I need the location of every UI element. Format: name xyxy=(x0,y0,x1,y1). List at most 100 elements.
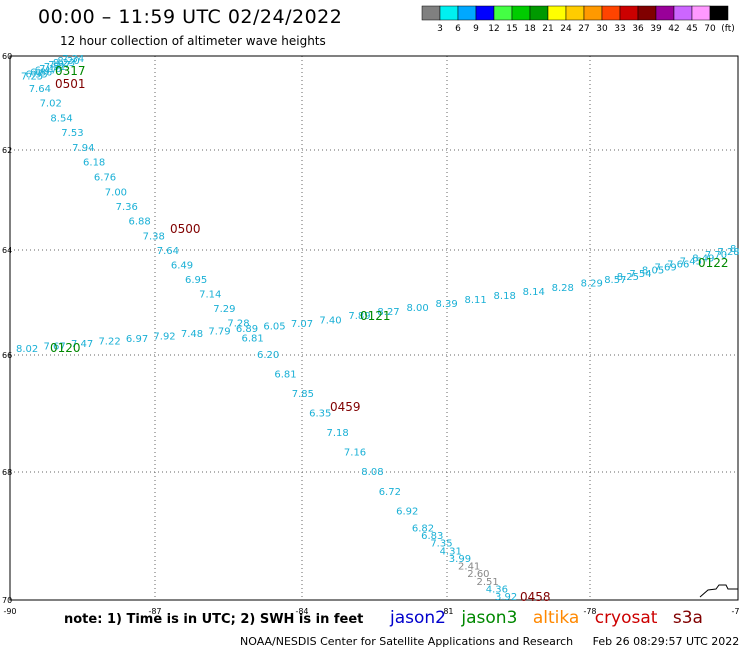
scale-label: 30 xyxy=(596,24,608,34)
wave-height-ascending: 7.92 xyxy=(153,331,175,342)
wave-height-descending: 7.53 xyxy=(61,128,83,139)
map-grid xyxy=(10,56,738,600)
wave-height-descending: 7.64 xyxy=(29,84,51,95)
satellite-s3a: s3a xyxy=(672,608,703,628)
scale-label: 45 xyxy=(686,24,697,34)
wave-height-descending: 6.81 xyxy=(242,333,264,344)
scale-label: 42 xyxy=(668,24,679,34)
scale-label: 70 xyxy=(704,24,716,34)
wave-height-ascending: 7.07 xyxy=(291,319,313,330)
wave-height-ascending: 8.05 xyxy=(642,266,664,277)
wave-height-descending: 6.86 xyxy=(30,68,52,79)
scale-label: 12 xyxy=(488,24,499,34)
scale-swatch xyxy=(691,5,711,21)
scale-label: 18 xyxy=(524,24,536,34)
lon-tick-label: -87 xyxy=(148,607,161,616)
wave-height-descending: 6.72 xyxy=(379,487,401,498)
lon-tick-label: -90 xyxy=(3,607,16,616)
scale-label: 24 xyxy=(560,24,572,34)
wave-height-descending: 7.34 xyxy=(62,54,84,65)
wave-height-ascending: 7.70 xyxy=(705,250,727,261)
color-scale-legend: 3 6 9 12 15 18 21 24 27 30 33 36 39 42 45 70 (ft) xyxy=(421,5,735,34)
scale-label: 9 xyxy=(473,24,479,34)
satellite-jason2: jason2 xyxy=(390,608,446,628)
wave-height-descending: 3.92 xyxy=(495,592,517,603)
scale-swatch xyxy=(655,5,675,21)
scale-swatch xyxy=(583,5,603,21)
wave-height-descending: 7.51 xyxy=(44,62,66,73)
lon-tick-label: -81 xyxy=(440,607,453,616)
wave-height-ascending: 7.47 xyxy=(71,339,93,350)
wave-height-descending: 8.08 xyxy=(361,467,383,478)
wave-height-ascending: 8.28 xyxy=(552,283,574,294)
scale-swatch xyxy=(475,5,495,21)
wave-height-descending: 8.20 xyxy=(57,56,79,67)
satellite-cryosat: cryosat xyxy=(594,608,658,628)
footer: NOAA/NESDIS Center for Satellite Applica… xyxy=(240,635,739,648)
lon-tick-label: -75 xyxy=(731,607,740,616)
wave-height-descending: 7.18 xyxy=(327,428,349,439)
scale-swatch xyxy=(565,5,585,21)
wave-height-descending: 7.14 xyxy=(199,290,221,301)
wave-height-descending: 6.83 xyxy=(421,531,443,542)
pass-time-label: 0317 xyxy=(55,64,86,78)
scale-label: (ft) xyxy=(721,24,735,34)
pass-time-label: 0120 xyxy=(50,341,81,355)
wave-height-ascending: 8.00 xyxy=(406,303,428,314)
wave-height-ascending: 6.05 xyxy=(263,321,285,332)
wave-height-descending: 6.95 xyxy=(185,275,207,286)
footer-timestamp: Feb 26 08:29:57 UTC 2022 xyxy=(592,635,740,648)
scale-swatch xyxy=(493,5,513,21)
scale-swatch xyxy=(637,5,657,21)
wave-height-labels: 7.348.208.237.977.517.166.476.866.957.25… xyxy=(16,54,740,603)
wave-height-descending: 7.35 xyxy=(430,539,452,550)
wave-height-descending: 6.35 xyxy=(309,409,331,420)
page-subtitle: 12 hour collection of altimeter wave hei… xyxy=(60,34,326,48)
scale-label: 6 xyxy=(455,24,461,34)
scale-label: 27 xyxy=(578,24,589,34)
axis-tick-labels: -90 -87 -84 -81 -78 -75 60 62 64 66 68 70 xyxy=(2,52,740,616)
wave-height-descending: 6.18 xyxy=(83,158,105,169)
footnote: note: 1) Time is in UTC; 2) SWH is in fe… xyxy=(64,612,364,627)
wave-height-descending: 2.41 xyxy=(458,562,480,573)
page-title: 00:00 – 11:59 UTC 02/24/2022 xyxy=(38,6,343,28)
scale-label: 33 xyxy=(614,24,625,34)
wave-height-descending: 7.36 xyxy=(116,202,138,213)
wave-height-ascending: 7.66 xyxy=(667,259,689,270)
wave-height-descending: 7.64 xyxy=(157,246,179,257)
scale-swatch xyxy=(421,5,441,21)
wave-height-ascending: 7.45 xyxy=(680,256,702,267)
wave-height-descending: 7.85 xyxy=(292,389,314,400)
wave-height-ascending: 7.54 xyxy=(629,269,651,280)
satellite-jason3: jason3 xyxy=(461,608,518,628)
wave-height-descending: 2.51 xyxy=(477,577,499,588)
wave-height-ascending: 7.28 xyxy=(717,247,739,258)
wave-height-descending: 6.82 xyxy=(412,524,434,535)
wave-height-ascending: 8.39 xyxy=(435,299,457,310)
scale-label: 21 xyxy=(542,24,553,34)
lat-tick-label: 64 xyxy=(2,246,12,255)
scale-swatch xyxy=(601,5,621,21)
wave-height-descending: 2.60 xyxy=(467,569,489,580)
map-frame xyxy=(9,55,739,601)
pass-time-label: 0501 xyxy=(55,77,86,91)
scale-swatch xyxy=(709,5,729,21)
scale-swatch xyxy=(511,5,531,21)
map-border xyxy=(9,55,739,601)
scale-swatch xyxy=(439,5,459,21)
satellite-legend: jason2 jason3 altika cryosat s3a xyxy=(390,608,713,628)
wave-height-descending: 6.95 xyxy=(25,70,47,81)
wave-height-descending: 6.49 xyxy=(171,260,193,271)
wave-height-descending: 7.29 xyxy=(213,304,235,315)
wave-height-ascending: 7.48 xyxy=(181,329,203,340)
pass-time-label: 0121 xyxy=(360,309,391,323)
scale-swatch xyxy=(457,5,477,21)
lat-tick-label: 62 xyxy=(2,146,12,155)
wave-height-descending: 7.16 xyxy=(39,64,61,75)
lat-tick-label: 66 xyxy=(2,351,12,360)
scale-label: 3 xyxy=(437,24,443,34)
wave-height-descending: 6.47 xyxy=(35,66,57,77)
wave-height-descending: 7.94 xyxy=(72,143,94,154)
